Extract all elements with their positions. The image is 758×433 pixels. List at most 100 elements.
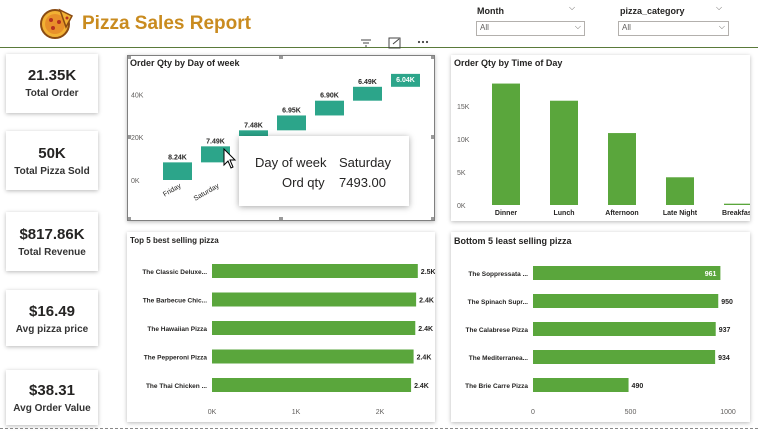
data-label: 950 <box>721 299 733 306</box>
category-label: The Spinach Supr... <box>468 299 529 306</box>
month-slicer-dropdown[interactable]: All ⌵ <box>476 21 585 36</box>
x-tick-label: 500 <box>625 409 637 416</box>
y-tick-label: 5K <box>457 170 466 177</box>
data-label: 2.4K <box>414 383 429 390</box>
x-tick-label: 1000 <box>720 409 736 416</box>
chart-top5-pizza[interactable]: Top 5 best selling pizza The Classic Del… <box>127 232 435 422</box>
x-tick-label: Afternoon <box>605 210 638 217</box>
tooltip-value-day: Saturday <box>339 155 392 170</box>
data-label: 6.95K <box>282 107 301 114</box>
focus-mode-icon[interactable] <box>388 37 402 49</box>
kpi-value: $38.31 <box>29 382 75 399</box>
category-slicer-collapse-icon[interactable]: ⌵ <box>716 3 723 12</box>
data-label: 2.4K <box>418 326 433 333</box>
x-tick-label: 0 <box>531 409 535 416</box>
bar <box>212 349 414 364</box>
bottom5-bar-chart: The Soppressata ... 961 The Spinach Supr..… <box>465 266 736 416</box>
month-slicer-value: All <box>480 23 489 32</box>
bar <box>533 378 629 392</box>
waterfall-bar <box>277 115 306 131</box>
bar <box>666 177 694 205</box>
kpi-card-avg-order-value: $38.31 Avg Order Value <box>6 370 98 425</box>
category-slicer-dropdown[interactable]: All ⌵ <box>618 21 729 36</box>
data-label: 6.90K <box>320 93 339 100</box>
y-tick-label: 20K <box>131 135 144 142</box>
data-label: 2.4K <box>417 355 432 362</box>
mouse-cursor-icon <box>223 148 237 169</box>
tooltip-value-qty: 7493.00 <box>339 175 386 190</box>
data-label: 934 <box>718 355 730 362</box>
filter-icon[interactable] <box>360 37 372 49</box>
resize-handle <box>127 135 131 139</box>
waterfall-bar <box>353 86 382 101</box>
bar <box>533 266 721 280</box>
chevron-down-icon: ⌵ <box>718 22 725 31</box>
data-label: 8.24K <box>168 154 187 161</box>
report-header: Pizza Sales Report Month ⌵ All ⌵ pizza_c… <box>0 0 758 48</box>
visual-header <box>356 37 436 51</box>
bar <box>533 322 716 336</box>
month-slicer-label: Month <box>477 6 504 16</box>
x-tick-label: Friday <box>162 182 183 198</box>
chart-order-qty-by-time[interactable]: Order Qty by Time of Day 0K 5K 10K 15K Dinne… <box>451 55 750 221</box>
data-label: 2.5K <box>421 269 435 276</box>
data-label: 961 <box>705 271 717 278</box>
chart-bottom5-pizza[interactable]: Bottom 5 least selling pizza The Soppres… <box>451 232 750 422</box>
x-tick-label: 2K <box>376 409 385 416</box>
data-label: 6.04K <box>396 77 415 84</box>
category-label: The Classic Deluxe... <box>142 269 207 276</box>
resize-handle <box>279 55 283 59</box>
kpi-card-total-revenue: $817.86K Total Revenue <box>6 212 98 271</box>
kpi-value: 50K <box>38 145 66 162</box>
page-title: Pizza Sales Report <box>82 13 251 34</box>
resize-handle <box>431 217 435 221</box>
kpi-card-avg-pizza-price: $16.49 Avg pizza price <box>6 290 98 346</box>
data-label: 6.49K <box>358 79 377 86</box>
bar <box>533 350 716 364</box>
waterfall-bar <box>163 162 192 180</box>
resize-handle <box>279 217 283 221</box>
bar <box>212 378 412 392</box>
kpi-label: Total Order <box>25 88 79 99</box>
y-tick-label: 0K <box>457 203 466 210</box>
chart-title: Order Qty by Time of Day <box>454 58 563 68</box>
chart-title: Order Qty by Day of week <box>130 58 240 68</box>
chart-tooltip: Day of week Saturday Ord qty 7493.00 <box>239 136 409 206</box>
header-divider <box>0 47 758 48</box>
resize-handle <box>127 55 131 59</box>
data-label: 2.4K <box>419 298 434 305</box>
kpi-card-total-order: 21.35K Total Order <box>6 54 98 113</box>
resize-handle <box>127 217 131 221</box>
kpi-label: Avg Order Value <box>13 403 91 414</box>
chart-title: Bottom 5 least selling pizza <box>454 236 572 246</box>
bar <box>533 294 719 308</box>
category-label: The Thai Chicken ... <box>146 383 207 390</box>
kpi-value: $817.86K <box>19 226 85 243</box>
x-tick-label: Dinner <box>495 210 517 217</box>
kpi-label: Avg pizza price <box>15 324 89 335</box>
x-tick-label: Lunch <box>554 210 575 217</box>
category-slicer-value: All <box>622 23 631 32</box>
data-label: 7.49K <box>206 138 225 145</box>
waterfall-bar <box>201 146 230 163</box>
category-label: The Calabrese Pizza <box>466 327 529 334</box>
kpi-label: Total Pizza Sold <box>14 166 90 177</box>
category-label: The Hawaiian Pizza <box>147 326 207 333</box>
bar <box>550 100 578 205</box>
time-of-day-chart: 0K 5K 10K 15K Dinner Lunch Afternoon Late Night… <box>457 83 750 217</box>
data-label: 7.48K <box>244 122 263 129</box>
tooltip-field-qty: Ord qty <box>282 175 325 190</box>
y-tick-label: 10K <box>457 137 470 144</box>
more-options-icon[interactable] <box>416 37 430 49</box>
waterfall-bar <box>315 100 344 116</box>
category-slicer-label: pizza_category <box>620 6 685 16</box>
category-label: The Barbecue Chic... <box>143 298 207 305</box>
kpi-value: 21.35K <box>27 67 77 84</box>
month-slicer-collapse-icon[interactable]: ⌵ <box>569 3 576 12</box>
tooltip-field-day: Day of week <box>255 155 327 170</box>
x-tick-label: 1K <box>292 409 301 416</box>
kpi-value: $16.49 <box>29 303 75 320</box>
x-tick-label: Saturday <box>193 182 221 202</box>
y-tick-label: 15K <box>457 104 470 111</box>
category-label: The Brie Carre Pizza <box>465 383 528 390</box>
